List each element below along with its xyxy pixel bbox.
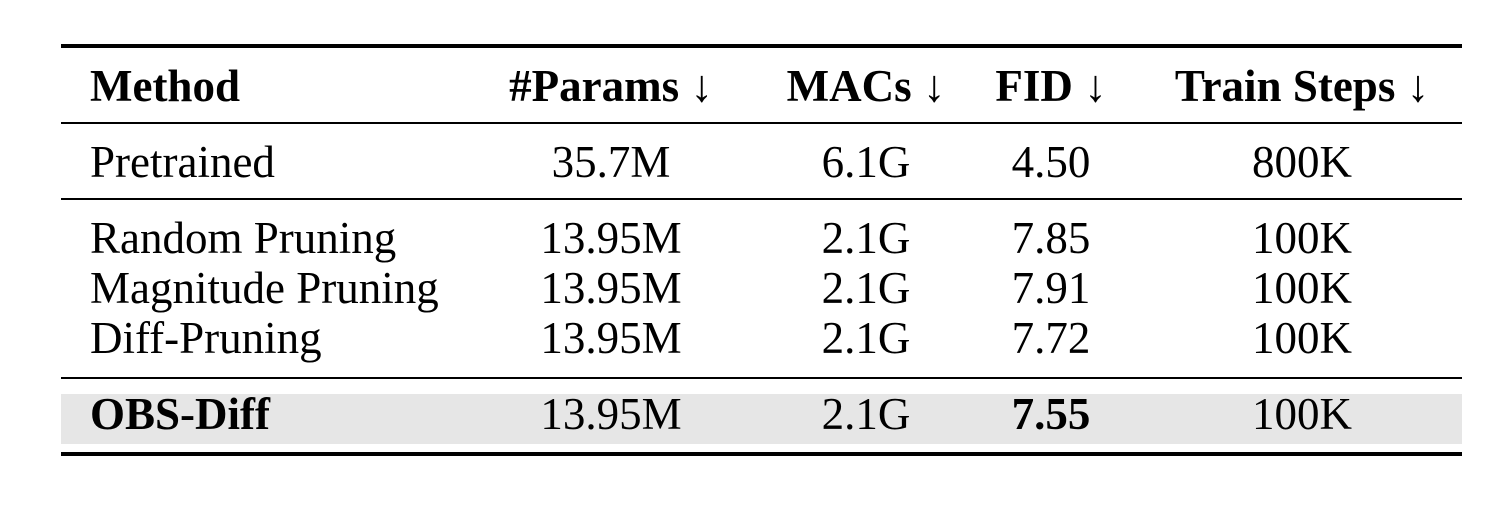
row-method: OBS-Diff xyxy=(90,389,270,439)
row-params: 13.95M xyxy=(540,263,682,313)
header-method: Method xyxy=(90,61,240,111)
row-steps: 100K xyxy=(1252,263,1352,313)
row-method: Diff-Pruning xyxy=(90,313,322,363)
row-macs: 6.1G xyxy=(821,137,911,187)
row-method: Random Pruning xyxy=(90,213,397,263)
section-rule xyxy=(61,198,1462,200)
header-params: #Params ↓ xyxy=(509,61,713,111)
highlight-band xyxy=(61,394,1462,444)
row-steps: 100K xyxy=(1252,389,1352,439)
row-fid: 4.50 xyxy=(1011,137,1091,187)
row-method: Pretrained xyxy=(90,137,275,187)
section-rule xyxy=(61,377,1462,379)
row-macs: 2.1G xyxy=(821,313,911,363)
row-macs: 2.1G xyxy=(821,389,911,439)
row-params: 13.95M xyxy=(540,313,682,363)
row-fid: 7.91 xyxy=(1011,263,1091,313)
row-params: 13.95M xyxy=(540,213,682,263)
row-fid: 7.85 xyxy=(1011,213,1091,263)
row-params: 35.7M xyxy=(551,137,671,187)
bottom-rule xyxy=(61,452,1462,456)
row-macs: 2.1G xyxy=(821,263,911,313)
row-steps: 100K xyxy=(1252,213,1352,263)
row-steps: 800K xyxy=(1252,137,1352,187)
header-train-steps: Train Steps ↓ xyxy=(1174,61,1430,111)
header-macs: MACs ↓ xyxy=(786,61,946,111)
header-rule xyxy=(61,122,1462,124)
row-macs: 2.1G xyxy=(821,213,911,263)
row-steps: 100K xyxy=(1252,313,1352,363)
row-params: 13.95M xyxy=(540,389,682,439)
row-method: Magnitude Pruning xyxy=(90,263,439,313)
header-fid: FID ↓ xyxy=(995,61,1107,111)
row-fid: 7.72 xyxy=(1011,313,1091,363)
top-rule xyxy=(61,44,1462,48)
row-fid-best: 7.55 xyxy=(1011,389,1091,439)
